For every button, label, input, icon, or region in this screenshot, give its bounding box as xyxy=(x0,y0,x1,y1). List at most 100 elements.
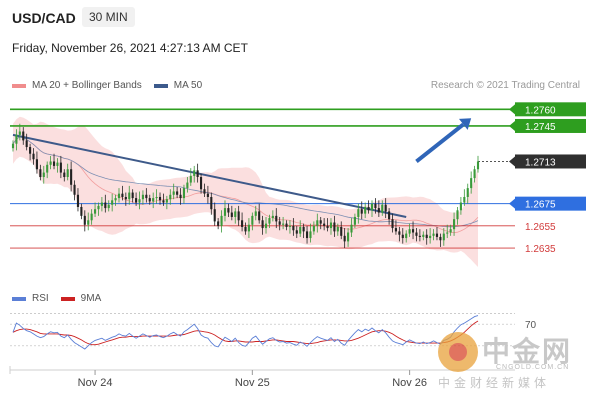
candle-body xyxy=(370,203,374,211)
candle-body xyxy=(432,233,435,236)
candle xyxy=(476,155,480,173)
candle-body xyxy=(401,234,404,239)
candle-body xyxy=(66,169,69,178)
candle xyxy=(93,202,97,217)
x-tick-label: Nov 26 xyxy=(392,377,427,389)
candle xyxy=(374,198,377,214)
level-label-1.2675: 1.2675 xyxy=(525,200,556,211)
candle xyxy=(377,200,380,217)
candle-body xyxy=(367,206,370,211)
level-tag-pointer-1.2760 xyxy=(509,104,515,115)
bollinger-swatch xyxy=(12,83,26,88)
candle-body xyxy=(186,182,189,189)
candle-body xyxy=(210,196,213,210)
ma50-line xyxy=(12,136,479,228)
candle-body xyxy=(217,221,220,226)
level-label-1.2635: 1.2635 xyxy=(525,244,556,255)
candle-body xyxy=(223,208,227,216)
candle-body xyxy=(237,211,240,221)
candle-body xyxy=(459,202,462,211)
candle xyxy=(295,225,298,239)
candle-body xyxy=(374,203,377,209)
candle xyxy=(247,218,250,239)
candle xyxy=(131,189,134,203)
candle xyxy=(83,210,86,232)
candle xyxy=(76,188,80,212)
candle xyxy=(114,194,117,206)
candle xyxy=(473,165,476,183)
level-tag-1.2745 xyxy=(515,118,586,133)
candle-body xyxy=(25,140,28,148)
candle xyxy=(360,201,363,220)
candle xyxy=(264,216,268,234)
candle xyxy=(340,221,343,240)
candle xyxy=(59,155,62,179)
candle-body xyxy=(384,204,387,212)
candle-body xyxy=(285,223,288,227)
candle-body xyxy=(124,196,127,200)
candle xyxy=(350,218,353,237)
legend-rsi[interactable]: RSI xyxy=(12,293,49,304)
candle xyxy=(63,169,66,182)
candle xyxy=(357,203,360,224)
candle xyxy=(364,202,367,219)
candle-body xyxy=(39,169,42,178)
candle-body xyxy=(360,209,363,214)
candle xyxy=(111,193,114,212)
candle-body xyxy=(107,204,110,209)
candle xyxy=(22,127,25,145)
candle-body xyxy=(292,225,295,231)
candle-body xyxy=(63,172,66,178)
candle-body xyxy=(347,232,350,242)
candle xyxy=(121,185,124,201)
candle-body xyxy=(35,159,38,170)
candle xyxy=(254,205,257,221)
candle-body xyxy=(11,143,15,149)
candle xyxy=(288,220,292,234)
candle-body xyxy=(220,215,223,226)
candle xyxy=(158,192,162,205)
candle xyxy=(66,163,69,181)
candle-body xyxy=(268,218,271,224)
x-tick-label: Nov 25 xyxy=(235,377,270,389)
candle xyxy=(367,200,370,214)
ma9-label: 9MA xyxy=(80,293,102,304)
candle xyxy=(268,214,271,229)
candle xyxy=(230,205,233,221)
timeframe-badge[interactable]: 30 MIN xyxy=(82,7,135,27)
candle xyxy=(32,148,35,165)
level-label-1.2760: 1.2760 xyxy=(525,105,556,116)
candle xyxy=(405,230,408,243)
forecast-arrow-head xyxy=(458,118,472,130)
candle-body xyxy=(319,220,322,224)
candle xyxy=(193,165,196,183)
current-price-tag xyxy=(515,154,586,169)
candle-body xyxy=(309,231,312,239)
legend-ma50[interactable]: MA 50 xyxy=(153,80,202,91)
rsi-label: RSI xyxy=(32,293,49,304)
candle-body xyxy=(326,225,329,229)
candle xyxy=(87,212,90,231)
candle-body xyxy=(32,153,35,160)
candle xyxy=(432,229,435,241)
legend-bollinger[interactable]: MA 20 + Bollinger Bands xyxy=(12,80,142,91)
candle-body xyxy=(340,226,343,236)
candle-body xyxy=(295,230,298,234)
legend-9ma[interactable]: 9MA xyxy=(60,293,102,304)
candle xyxy=(220,210,223,233)
candle-body xyxy=(264,223,268,229)
rsi-ma9-line xyxy=(12,320,479,346)
candle-body xyxy=(388,211,391,220)
candle xyxy=(319,216,322,230)
candle xyxy=(466,183,469,204)
candle-body xyxy=(172,191,175,195)
candle xyxy=(446,224,449,239)
symbol-label: USD/CAD xyxy=(12,10,76,26)
candle-body xyxy=(111,200,114,205)
candle xyxy=(302,223,305,239)
candle xyxy=(155,189,158,204)
candle-body xyxy=(302,226,305,232)
candle-body xyxy=(135,198,138,203)
candle xyxy=(217,218,220,230)
